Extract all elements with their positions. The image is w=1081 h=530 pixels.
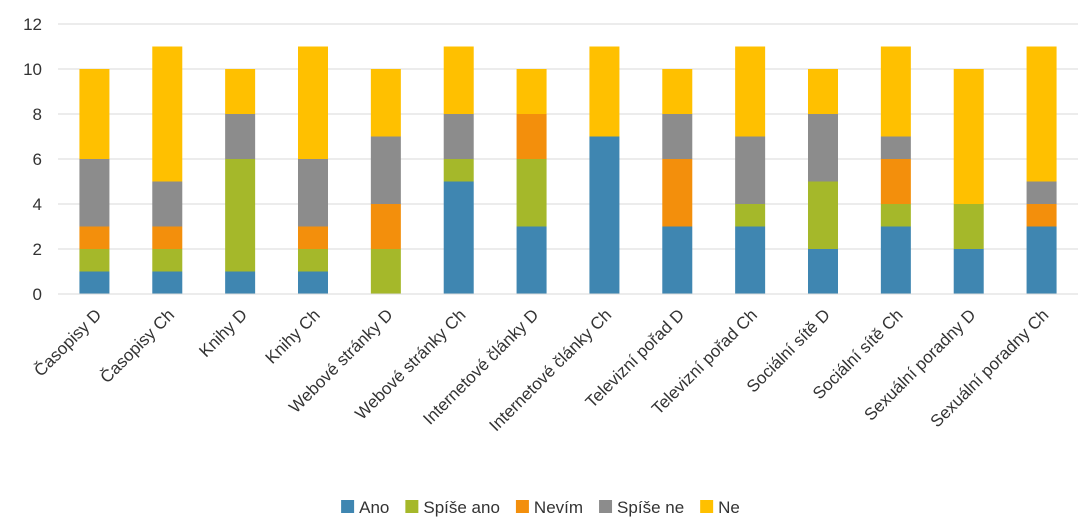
bar-segment-spíše-ano [953, 204, 984, 249]
bar-segment-ano [298, 271, 328, 294]
bar-segment-ano [79, 271, 110, 294]
x-category-label: Sexuální poradny Ch [927, 305, 1053, 431]
bar-segment-spíše-ano [152, 249, 183, 272]
legend-item-nevím: Nevím [515, 498, 583, 517]
bar-segment-ano [589, 136, 620, 294]
bar-segment-spíše-ano [880, 204, 911, 227]
gridlines [58, 23, 1078, 250]
bar-segment-nevím [298, 226, 328, 249]
legend-item-ano: Ano [341, 498, 389, 517]
y-tick-label: 4 [33, 195, 42, 214]
legend-label: Ne [718, 498, 740, 517]
bar-segment-ne [1026, 46, 1057, 182]
bar-segment-spíše-ne [735, 136, 766, 204]
bar-segment-nevím [1026, 204, 1057, 227]
bar-segment-ne [225, 69, 256, 114]
bar-segment-spíše-ano [298, 249, 328, 272]
x-category-label: Knihy D [195, 305, 251, 361]
bar-segment-spíše-ano [225, 159, 256, 272]
bar-segment-spíše-ne [662, 114, 693, 159]
legend-label: Spíše ano [423, 498, 500, 517]
y-tick-label: 0 [33, 285, 42, 304]
bar-segment-ne [370, 69, 401, 137]
legend-swatch [341, 500, 355, 513]
x-category-label: Časopisy Ch [97, 305, 179, 387]
legend-item-spíše-ano: Spíše ano [405, 498, 500, 517]
bar-segment-nevím [880, 159, 911, 204]
bar-segment-ano [443, 181, 474, 294]
bar-segment-spíše-ne [370, 136, 401, 204]
bar-segment-nevím [370, 204, 401, 249]
bar-segment-ne [880, 46, 911, 137]
legend-swatch [599, 500, 613, 513]
bar-segment-spíše-ano [443, 159, 474, 182]
bar-segment-nevím [662, 159, 693, 227]
x-category-label: Internetové články Ch [486, 305, 616, 435]
x-category-label: Knihy Ch [262, 305, 324, 367]
y-tick-label: 10 [23, 60, 42, 79]
x-category-label: Časopisy D [30, 305, 105, 380]
bar-segment-ne [589, 46, 620, 137]
bar-segment-ano [735, 226, 766, 294]
bar-segment-ne [298, 46, 328, 159]
legend-item-ne: Ne [700, 498, 740, 517]
bar-segment-ne [79, 69, 110, 159]
legend-label: Ano [359, 498, 389, 517]
bar-segment-nevím [516, 114, 547, 159]
legend: Ano Spíše ano Nevím Spíše ne Ne [341, 498, 740, 517]
bar-segment-ne [953, 69, 984, 204]
y-tick-label: 12 [23, 15, 42, 34]
bar-segment-nevím [79, 226, 110, 249]
bar-segment-spíše-ne [880, 136, 911, 159]
bar-segment-ne [443, 46, 474, 114]
y-axis-ticks: 0 2 4 6 8 10 12 [23, 15, 42, 304]
bar-segment-spíše-ne [1026, 181, 1057, 204]
bar-segment-ano [880, 226, 911, 294]
bar-segment-ne [808, 69, 838, 114]
legend-swatch [700, 500, 714, 513]
y-tick-label: 8 [33, 105, 42, 124]
bar-segment-spíše-ne [298, 159, 328, 227]
legend-swatch [405, 500, 419, 513]
bar-segment-ne [662, 69, 693, 114]
bar-segment-spíše-ne [152, 181, 183, 227]
bar-segment-spíše-ne [79, 159, 110, 227]
bar-segment-ano [1026, 226, 1057, 294]
bar-segment-ano [152, 271, 183, 294]
bar-segment-ano [516, 226, 547, 294]
bar-segment-spíše-ano [735, 204, 766, 227]
bar-segment-spíše-ano [808, 181, 838, 249]
bars [79, 46, 1057, 294]
bar-segment-spíše-ano [79, 249, 110, 272]
legend-swatch [515, 500, 529, 513]
legend-item-spíše-ne: Spíše ne [599, 498, 684, 517]
y-tick-label: 2 [33, 240, 42, 259]
bar-segment-spíše-ne [443, 114, 474, 159]
bar-segment-spíše-ne [225, 114, 256, 159]
legend-label: Nevím [534, 498, 583, 517]
bar-segment-ano [808, 249, 838, 294]
bar-segment-ano [225, 271, 256, 294]
bar-segment-nevím [152, 226, 183, 249]
bar-segment-ano [662, 226, 693, 294]
y-tick-label: 6 [33, 150, 42, 169]
bar-segment-spíše-ne [808, 114, 838, 182]
legend-label: Spíše ne [617, 498, 684, 517]
bar-segment-ne [735, 46, 766, 137]
bar-segment-spíše-ano [516, 159, 547, 227]
bar-segment-ne [516, 69, 547, 114]
bar-segment-ne [152, 46, 183, 182]
bar-segment-spíše-ano [370, 249, 401, 294]
bar-segment-ano [953, 249, 984, 294]
